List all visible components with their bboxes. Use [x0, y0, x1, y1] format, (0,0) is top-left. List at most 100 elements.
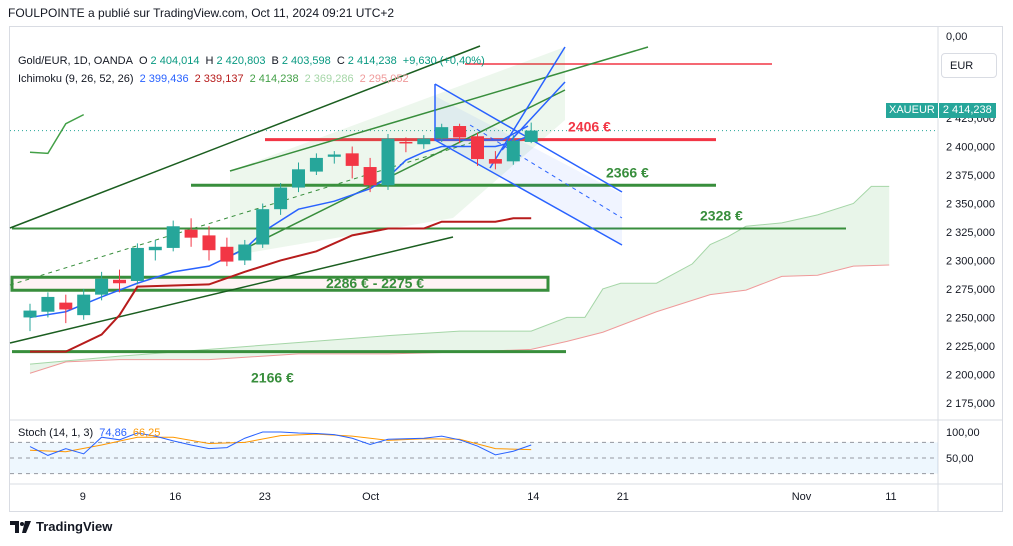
close-value: 2 414,238 [347, 55, 397, 67]
breakout-line-2 [501, 81, 566, 151]
candle-body[interactable] [292, 169, 305, 188]
candle-body[interactable] [256, 209, 270, 245]
candle-body[interactable] [381, 138, 395, 186]
price-tick-label: 2 225,000 [946, 341, 995, 353]
cloud-span-a-line [29, 185, 890, 365]
candle-body[interactable] [113, 279, 126, 284]
candle-body[interactable] [327, 154, 341, 157]
candle-body[interactable] [471, 136, 484, 160]
candle-body[interactable] [220, 246, 234, 262]
price-tick-label: 2 350,000 [946, 198, 995, 210]
open-value: 2 404,014 [150, 55, 200, 67]
candle-body[interactable] [41, 296, 55, 312]
candle-body[interactable] [148, 246, 162, 251]
candle-body[interactable] [453, 126, 467, 138]
long-channel-lower [9, 236, 454, 344]
candle-body[interactable] [488, 159, 502, 164]
currency-button[interactable]: EUR [941, 53, 997, 78]
time-tick-label: Oct [362, 491, 379, 503]
high-value: 2 420,803 [216, 55, 266, 67]
ichimoku-label[interactable]: Ichimoku (9, 26, 52, 26) [18, 73, 134, 85]
price-tag-symbol: XAUEUR [886, 103, 938, 118]
publish-header: FOULPOINTE a publié sur TradingView.com,… [8, 6, 395, 20]
level-label: 2328 € [700, 208, 743, 224]
short-channel-upper [229, 46, 649, 172]
stoch-k-value: 74,86 [99, 427, 127, 439]
open-label: O [138, 55, 148, 67]
change-value: +9,630 (+0,40%) [402, 55, 485, 67]
low-label: B [271, 55, 279, 67]
candle-body[interactable] [345, 153, 359, 166]
chart-frame [9, 26, 1003, 512]
stoch-k-line [29, 431, 532, 456]
tradingview-footer[interactable]: TradingView [10, 519, 112, 534]
level-label: 2406 € [568, 119, 611, 135]
candle-body[interactable] [399, 141, 413, 144]
stoch-tick-label: 100,00 [946, 427, 980, 439]
ichimoku-chikou-value: 2 414,238 [249, 73, 299, 85]
ichimoku-tenkan-value: 2 399,436 [139, 73, 189, 85]
time-tick-label: 11 [885, 491, 896, 503]
ichimoku-cloud [30, 186, 890, 374]
candle-body[interactable] [202, 235, 216, 251]
close-label: C [336, 55, 345, 67]
last-price-tag: XAUEUR 2 414,238 [886, 103, 996, 118]
price-tick-label: 2 325,000 [946, 227, 995, 239]
stoch-legend: Stoch (14, 1, 3) 74,86 66,25 [18, 427, 163, 439]
stoch-d-value: 66,25 [132, 427, 161, 439]
price-tick-label: 2 200,000 [946, 369, 995, 381]
price-tick-label: 2 400,000 [946, 142, 995, 154]
candle-body[interactable] [166, 226, 180, 248]
price-tick-label: 2 300,000 [946, 255, 995, 267]
ichimoku-kijun-value: 2 339,137 [194, 73, 244, 85]
time-tick-label: 21 [617, 491, 629, 503]
price-tick-label: 2 250,000 [946, 312, 995, 324]
long-channel-upper [9, 45, 481, 229]
candle-body[interactable] [524, 130, 538, 142]
candle-body[interactable] [274, 187, 288, 210]
time-tick-label: 9 [80, 491, 86, 503]
stoch-tick-label: 50,00 [946, 453, 974, 465]
tradingview-logo-icon [10, 520, 31, 533]
price-tag-value: 2 414,238 [937, 103, 996, 118]
desc-channel-lower [434, 139, 623, 246]
stoch-d-line [29, 433, 532, 453]
channel-shading [230, 47, 565, 256]
time-tick-label: 16 [169, 491, 181, 503]
bounce-path [434, 84, 529, 141]
symbol-label[interactable]: Gold/EUR, 1D, OANDA [18, 55, 133, 67]
ichimoku-span-a-value: 2 369,286 [304, 73, 354, 85]
chikou-span-line [29, 113, 85, 155]
price-tick-label: 2 275,000 [946, 284, 995, 296]
candle-body[interactable] [309, 157, 323, 172]
candle-body[interactable] [238, 244, 252, 261]
price-tick-label: 2 375,000 [946, 170, 995, 182]
candle-body[interactable] [506, 140, 520, 162]
candle-body[interactable] [435, 127, 449, 139]
breakout-line-1 [489, 46, 566, 169]
candle-body[interactable] [130, 247, 144, 281]
price-axis-top-label: 0,00 [946, 31, 967, 43]
candle-body[interactable] [184, 229, 198, 238]
cloud-span-b-line [29, 264, 890, 374]
candle-body[interactable] [95, 278, 109, 295]
candle-body[interactable] [417, 138, 431, 145]
stoch-label[interactable]: Stoch (14, 1, 3) [18, 427, 94, 439]
candle-body[interactable] [59, 302, 73, 310]
candle-body[interactable] [23, 310, 37, 318]
level-zone-box [10, 275, 550, 292]
candle-body[interactable] [77, 294, 91, 316]
ichimoku-legend: Ichimoku (9, 26, 52, 26) 2 399,436 2 339… [18, 73, 412, 85]
ichimoku-span-b-value: 2 295,052 [359, 73, 409, 85]
desc-channel-mid [469, 124, 623, 219]
descending-channel-shading [435, 96, 622, 245]
time-tick-label: 14 [527, 491, 539, 503]
candle-body[interactable] [363, 167, 377, 186]
level-label: 2366 € [606, 164, 649, 180]
level-label: 2166 € [251, 370, 294, 386]
low-value: 2 403,598 [281, 55, 331, 67]
kijun-sen-line [30, 217, 532, 353]
short-channel-lower [229, 89, 566, 257]
